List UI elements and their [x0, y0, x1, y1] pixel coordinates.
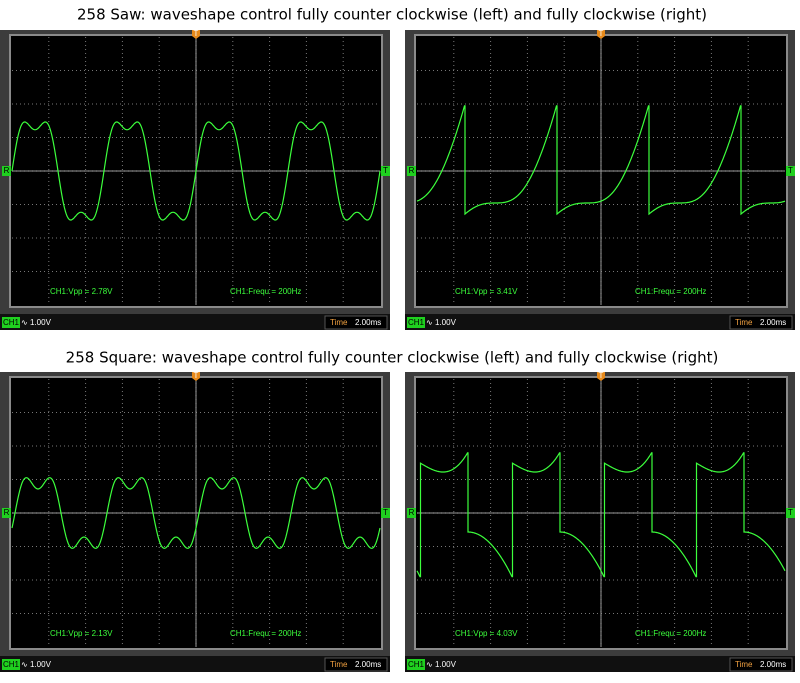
time-per-div: 2.00ms — [355, 660, 381, 669]
volts-per-div: 1.00V — [30, 660, 52, 669]
ref-label: R — [4, 166, 10, 175]
trigger-level-marker — [786, 508, 795, 518]
channel-label: CH1 — [408, 318, 425, 327]
time-label: Time — [330, 318, 348, 327]
channel-badge — [2, 659, 20, 670]
trigger-marker — [597, 30, 605, 39]
trigger-level-label: T — [383, 166, 388, 175]
scope-panel: CH1:Vpp = 2.78V CH1:Frequ = 200Hz T R T CH1 ∿ 1… — [0, 29, 390, 330]
volts-per-div: 1.00V — [30, 318, 52, 327]
trigger-label: T — [194, 371, 199, 380]
ref-marker — [407, 508, 416, 518]
waveform — [416, 452, 786, 578]
vpp-readout: CH1:Vpp = 2.78V — [50, 287, 113, 296]
status-bar — [0, 656, 390, 672]
coupling: ∿ — [426, 660, 433, 669]
time-label: Time — [735, 318, 753, 327]
waveform — [11, 121, 381, 221]
caption: 258 Saw: waveshape control fully counter… — [77, 6, 707, 24]
trigger-level-label: T — [788, 508, 793, 517]
time-box — [324, 315, 388, 330]
scope-panel: CH1:Vpp = 3.41V CH1:Frequ = 200Hz T R T CH1 ∿ 1… — [405, 29, 795, 330]
ref-label: R — [409, 166, 415, 175]
trigger-marker — [192, 30, 200, 39]
vpp-readout: CH1:Vpp = 2.13V — [50, 629, 113, 638]
trigger-level-label: T — [788, 166, 793, 175]
channel-badge — [407, 659, 425, 670]
trigger-level-label: T — [383, 508, 388, 517]
freq-readout: CH1:Frequ = 200Hz — [635, 287, 706, 296]
trigger-level-marker — [381, 508, 390, 518]
volts-per-div: 1.00V — [435, 318, 457, 327]
coupling: ∿ — [21, 660, 28, 669]
channel-label: CH1 — [3, 318, 20, 327]
ref-label: R — [409, 508, 415, 517]
channel-label: CH1 — [3, 660, 20, 669]
trigger-level-marker — [786, 166, 795, 176]
freq-readout: CH1:Frequ = 200Hz — [230, 287, 301, 296]
ref-marker — [2, 166, 11, 176]
ref-label: R — [4, 508, 10, 517]
coupling: ∿ — [21, 318, 28, 327]
volts-per-div: 1.00V — [435, 660, 457, 669]
waveform — [416, 105, 786, 216]
time-per-div: 2.00ms — [760, 318, 786, 327]
scope-panel: CH1:Vpp = 2.13V CH1:Frequ = 200Hz T R T CH1 ∿ 1… — [0, 371, 390, 672]
channel-badge — [2, 317, 20, 328]
channel-badge — [407, 317, 425, 328]
time-label: Time — [735, 660, 753, 669]
caption: 258 Square: waveshape control fully coun… — [66, 349, 719, 367]
freq-readout: CH1:Frequ = 200Hz — [635, 629, 706, 638]
status-bar — [405, 656, 795, 672]
time-box — [324, 657, 388, 672]
ref-marker — [2, 508, 11, 518]
trigger-marker — [192, 372, 200, 381]
status-bar — [405, 314, 795, 330]
time-per-div: 2.00ms — [355, 318, 381, 327]
time-label: Time — [330, 660, 348, 669]
trigger-label: T — [599, 371, 604, 380]
trigger-level-marker — [381, 166, 390, 176]
freq-readout: CH1:Frequ = 200Hz — [230, 629, 301, 638]
time-box — [729, 315, 793, 330]
trigger-label: T — [599, 29, 604, 38]
trigger-marker — [597, 372, 605, 381]
ref-marker — [407, 166, 416, 176]
waveform — [11, 477, 381, 549]
vpp-readout: CH1:Vpp = 3.41V — [455, 287, 518, 296]
scope-panel: CH1:Vpp = 4.03V CH1:Frequ = 200Hz T R T CH1 ∿ 1… — [405, 371, 795, 672]
time-box — [729, 657, 793, 672]
coupling: ∿ — [426, 318, 433, 327]
status-bar — [0, 314, 390, 330]
trigger-label: T — [194, 29, 199, 38]
vpp-readout: CH1:Vpp = 4.03V — [455, 629, 518, 638]
channel-label: CH1 — [408, 660, 425, 669]
time-per-div: 2.00ms — [760, 660, 786, 669]
